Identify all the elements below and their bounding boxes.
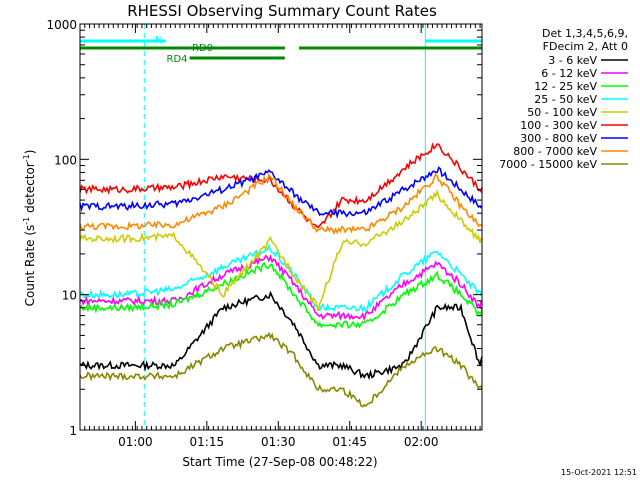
legend-header-0: Det 1,3,4,5,6,9,	[542, 27, 628, 40]
legend-label-0: 3 - 6 keV	[548, 54, 597, 67]
flag-label-2: RD4	[167, 54, 188, 65]
chart-title: RHESSI Observing Summary Count Rates	[127, 2, 437, 20]
legend-label-2: 12 - 25 keV	[534, 80, 597, 93]
y-tick-label-2: 100	[54, 153, 77, 167]
y-tick-label-0: 1	[69, 424, 77, 438]
legend-label-4: 50 - 100 keV	[527, 106, 597, 119]
legend-label-6: 300 - 800 keV	[520, 132, 597, 145]
legend-header-1: FDecim 2, Att 0	[543, 40, 628, 53]
x-tick-label-0: 01:00	[118, 435, 153, 449]
legend-label-3: 25 - 50 keV	[534, 93, 597, 106]
series-line-8	[79, 331, 483, 408]
series-line-1	[79, 254, 483, 322]
x-tick-label-1: 01:15	[190, 435, 225, 449]
series-line-6	[79, 166, 483, 220]
series-line-5	[79, 142, 483, 229]
flag-bars: N RD0 RD4	[80, 35, 482, 65]
y-tick-label-3: 1000	[46, 18, 77, 32]
series-line-3	[79, 243, 483, 313]
y-tick-label-1: 10	[62, 289, 77, 303]
x-axis-label: Start Time (27-Sep-08 00:48:22)	[182, 455, 377, 469]
legend-label-5: 100 - 300 keV	[520, 119, 597, 132]
legend-label-1: 6 - 12 keV	[541, 67, 597, 80]
x-tick-label-2: 01:30	[261, 435, 296, 449]
series-line-2	[79, 261, 483, 330]
x-tick-label-4: 02:00	[404, 435, 439, 449]
x-tick-label-3: 01:45	[332, 435, 367, 449]
flag-label-0: N	[155, 35, 162, 46]
legend: Det 1,3,4,5,6,9,FDecim 2, Att 03 - 6 keV…	[499, 27, 628, 171]
y-axis-label: Count Rate (s-1 detector-1)	[22, 150, 37, 307]
axes: 1 10 100 1000 01:00 01:15 01:30 01:45 02:00	[46, 18, 483, 449]
legend-label-7: 800 - 7000 keV	[513, 145, 597, 158]
series-line-7	[79, 172, 483, 236]
plot-area	[79, 24, 483, 430]
plot-frame	[79, 23, 483, 431]
series-line-4	[79, 188, 483, 311]
series-line-0	[79, 290, 483, 381]
footer-date: 15-Oct-2021 12:51	[561, 468, 637, 477]
flag-label-1: RD0	[192, 43, 213, 54]
legend-label-8: 7000 - 15000 keV	[499, 158, 597, 171]
